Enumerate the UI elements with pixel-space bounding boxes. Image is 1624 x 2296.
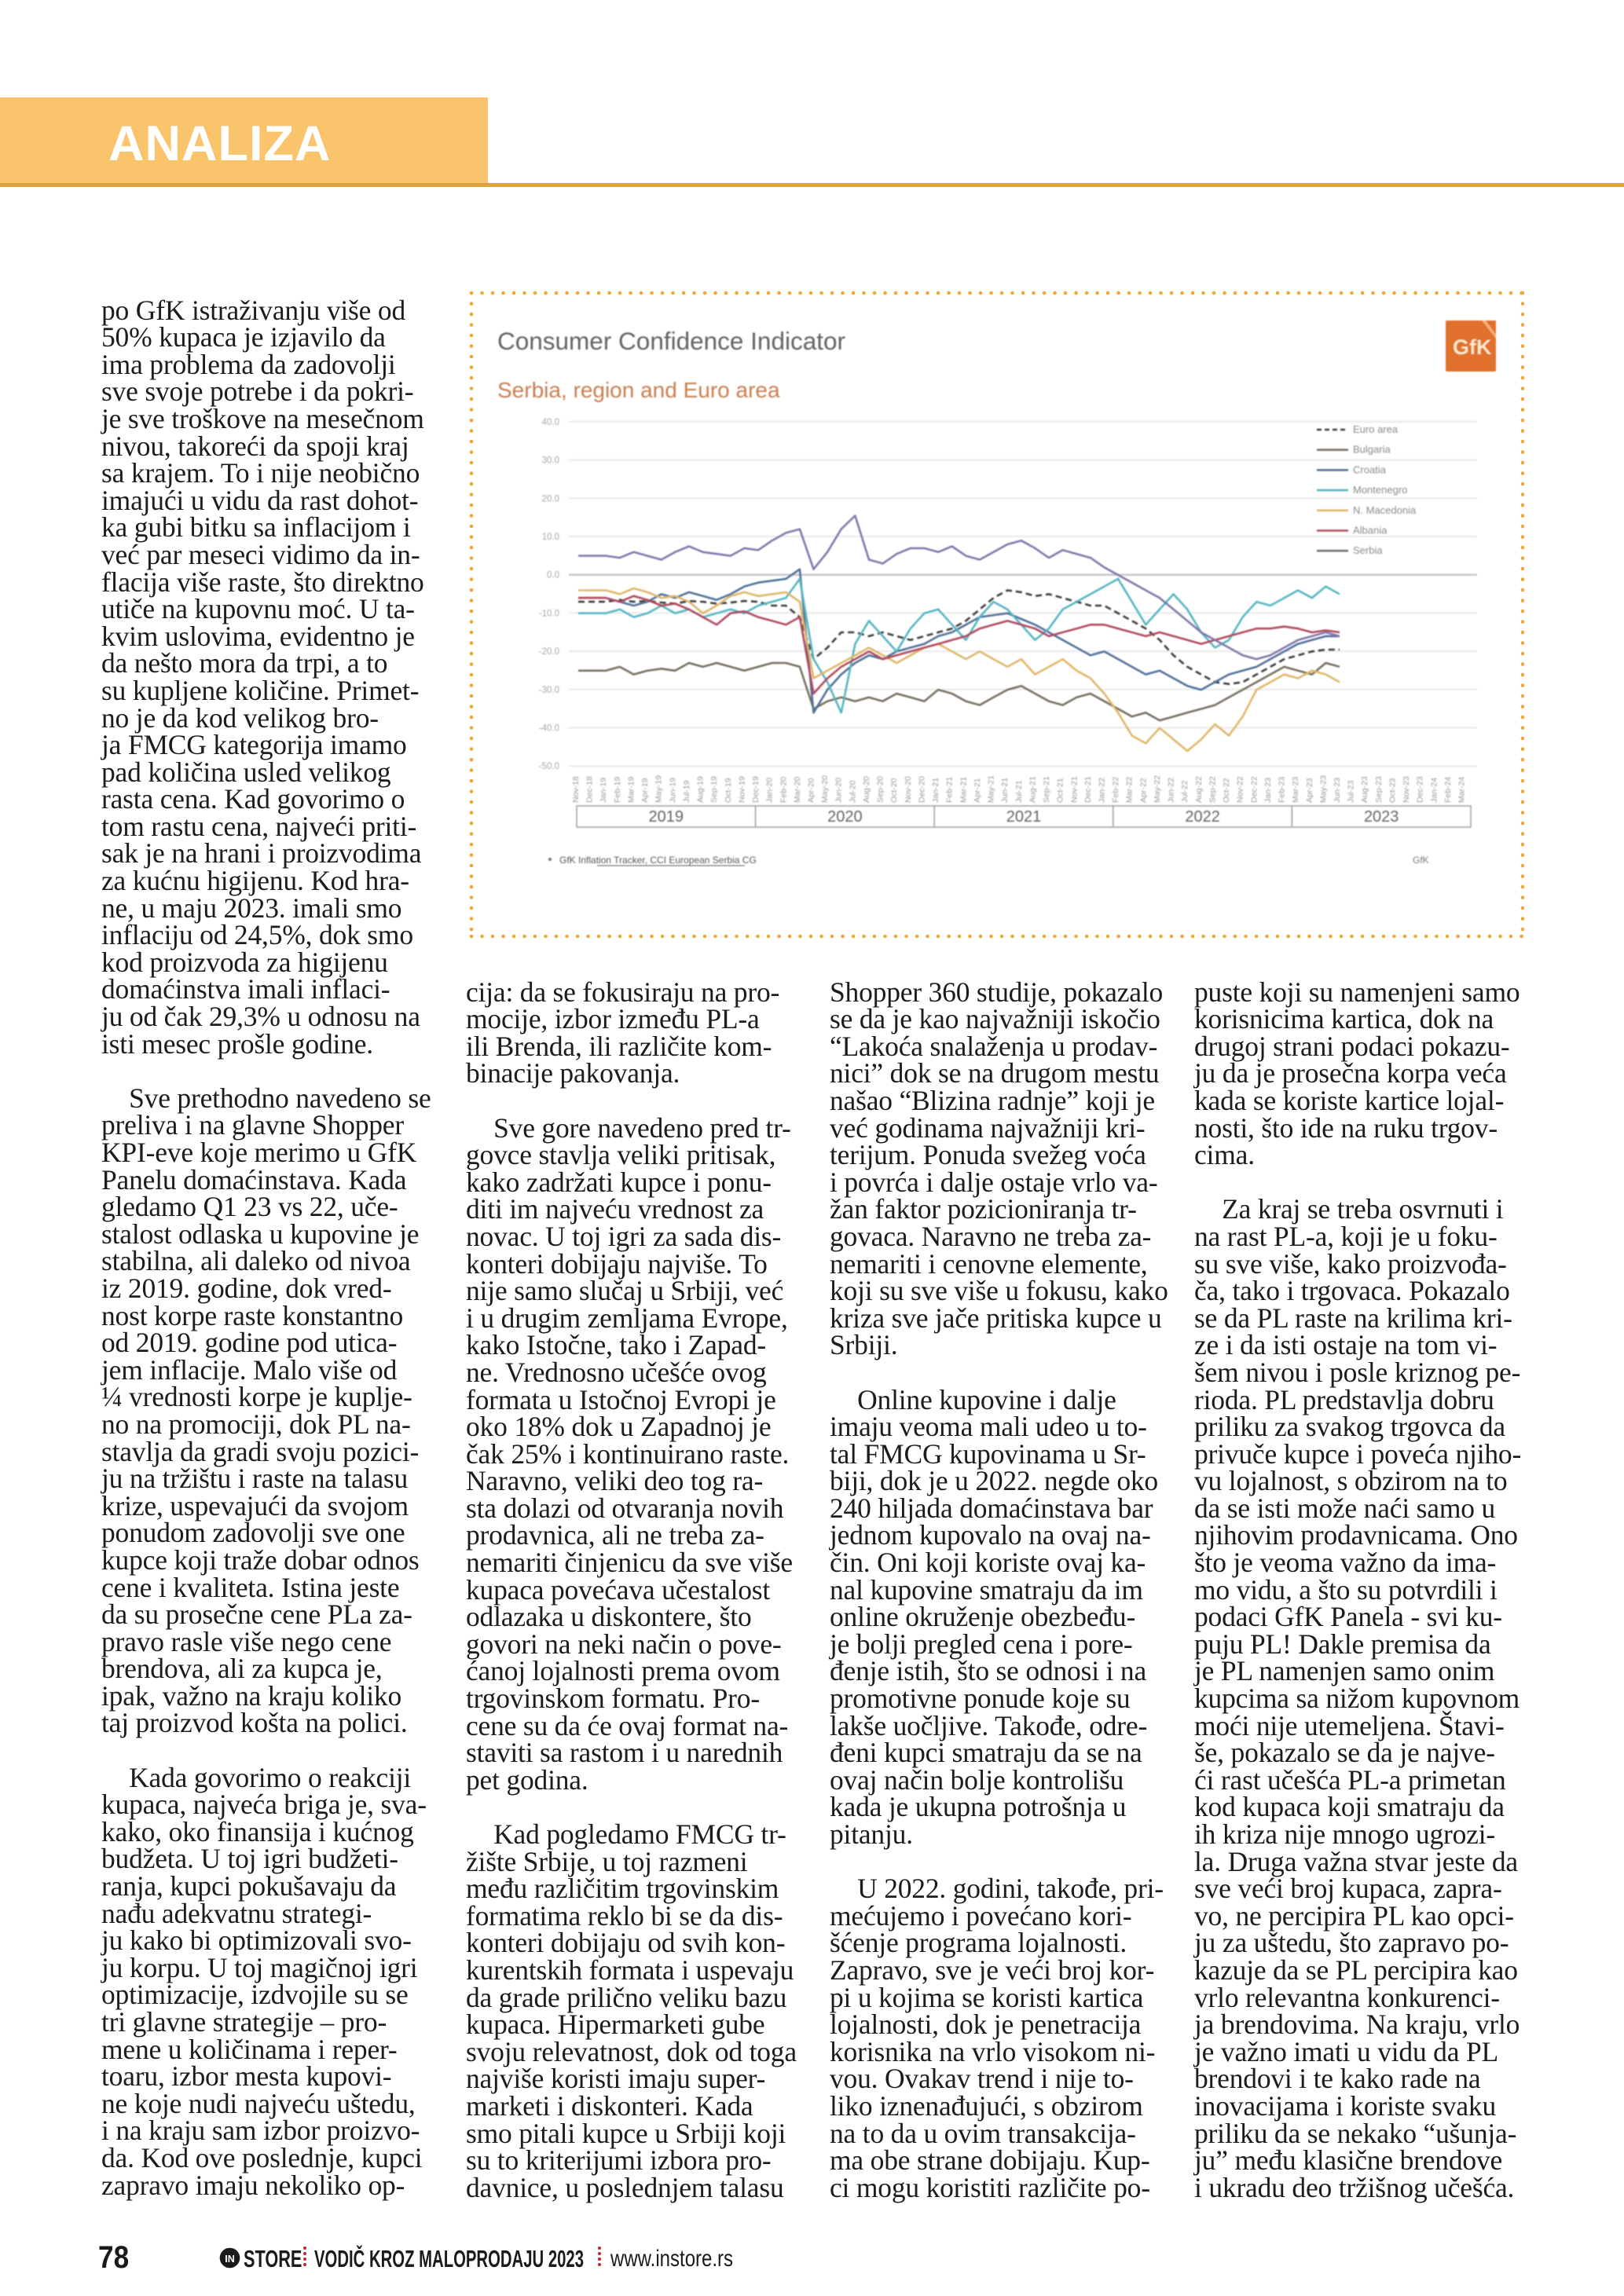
svg-text:Euro area: Euro area xyxy=(1353,423,1399,435)
svg-text:Apr-21: Apr-21 xyxy=(973,778,982,803)
svg-text:Jul-20: Jul-20 xyxy=(848,780,857,803)
svg-text:Oct-19: Oct-19 xyxy=(724,778,733,803)
svg-text:Jan-19: Jan-19 xyxy=(599,778,608,803)
svg-text:Oct-23: Oct-23 xyxy=(1388,778,1398,803)
svg-text:Dec-22: Dec-22 xyxy=(1249,776,1259,803)
svg-text:2023: 2023 xyxy=(1364,808,1399,826)
svg-text:Sep-22: Sep-22 xyxy=(1208,776,1217,803)
svg-text:Dec-23: Dec-23 xyxy=(1416,776,1425,803)
svg-text:2021: 2021 xyxy=(1006,808,1042,826)
svg-text:Apr-23: Apr-23 xyxy=(1305,778,1314,803)
svg-text:Bulgaria: Bulgaria xyxy=(1353,444,1391,456)
svg-text:Jul-22: Jul-22 xyxy=(1180,780,1190,803)
svg-text:Mar-22: Mar-22 xyxy=(1125,777,1135,803)
svg-text:Feb-22: Feb-22 xyxy=(1111,777,1120,803)
svg-text:Consumer Confidence Indicator: Consumer Confidence Indicator xyxy=(497,327,845,355)
svg-text:Sep-20: Sep-20 xyxy=(876,776,885,803)
svg-text:2019: 2019 xyxy=(649,808,684,826)
svg-text:Jun-21: Jun-21 xyxy=(1000,778,1010,803)
svg-text:Mar-21: Mar-21 xyxy=(959,777,968,803)
svg-text:30.0: 30.0 xyxy=(542,456,559,466)
svg-text:Serbia: Serbia xyxy=(1353,544,1383,556)
svg-text:Serbia, region and Euro area: Serbia, region and Euro area xyxy=(497,378,780,402)
svg-text:Dec-21: Dec-21 xyxy=(1083,776,1093,803)
svg-text:Jul-21: Jul-21 xyxy=(1014,780,1024,803)
svg-text:-40.0: -40.0 xyxy=(539,724,559,734)
svg-text:Feb-23: Feb-23 xyxy=(1278,777,1287,803)
svg-text:Nov-22: Nov-22 xyxy=(1236,776,1245,803)
svg-text:Dec-19: Dec-19 xyxy=(751,776,761,803)
svg-text:Sep-23: Sep-23 xyxy=(1374,776,1384,803)
svg-text:GfK: GfK xyxy=(1413,855,1429,866)
svg-text:Sep-19: Sep-19 xyxy=(709,776,719,803)
svg-text:Montenegro: Montenegro xyxy=(1353,484,1407,496)
svg-text:Jan-21: Jan-21 xyxy=(931,778,940,803)
svg-text:Jun-23: Jun-23 xyxy=(1333,778,1342,803)
svg-text:Aug-21: Aug-21 xyxy=(1028,776,1037,803)
svg-text:May-21: May-21 xyxy=(987,775,996,803)
svg-text:Dec-18: Dec-18 xyxy=(585,776,595,803)
svg-text:Jun-20: Jun-20 xyxy=(834,778,844,803)
svg-text:Aug-22: Aug-22 xyxy=(1194,776,1204,803)
svg-text:Apr-22: Apr-22 xyxy=(1138,778,1148,803)
svg-text:Aug-19: Aug-19 xyxy=(696,776,706,803)
svg-text:N. Macedonia: N. Macedonia xyxy=(1353,504,1417,516)
svg-text:Aug-20: Aug-20 xyxy=(862,776,871,803)
svg-text:-50.0: -50.0 xyxy=(539,762,559,771)
svg-text:-20.0: -20.0 xyxy=(539,647,559,657)
svg-text:2022: 2022 xyxy=(1185,808,1220,826)
svg-text:20.0: 20.0 xyxy=(542,494,559,504)
svg-text:Jul-23: Jul-23 xyxy=(1347,780,1356,803)
svg-text:Nov-21: Nov-21 xyxy=(1069,776,1079,803)
svg-text:Oct-22: Oct-22 xyxy=(1222,778,1231,803)
svg-text:Nov-23: Nov-23 xyxy=(1402,776,1411,803)
svg-text:Apr-20: Apr-20 xyxy=(807,778,816,803)
svg-text:Feb-20: Feb-20 xyxy=(779,777,788,803)
svg-text:Croatia: Croatia xyxy=(1353,463,1387,475)
svg-text:Jun-22: Jun-22 xyxy=(1167,778,1176,803)
svg-text:Jan-22: Jan-22 xyxy=(1098,778,1107,803)
svg-text:May-20: May-20 xyxy=(820,775,830,803)
svg-text:Nov-19: Nov-19 xyxy=(737,776,746,803)
svg-text:Apr-19: Apr-19 xyxy=(640,778,650,803)
svg-text:Mar-23: Mar-23 xyxy=(1291,777,1300,803)
svg-text:Jun-19: Jun-19 xyxy=(668,778,677,803)
svg-text:Jan-24: Jan-24 xyxy=(1429,778,1439,803)
svg-text:Albania: Albania xyxy=(1353,525,1388,536)
svg-text:IN: IN xyxy=(225,2254,235,2265)
svg-text:Sep-21: Sep-21 xyxy=(1042,776,1051,803)
svg-text:GfK: GfK xyxy=(1453,335,1492,359)
svg-text:Oct-20: Oct-20 xyxy=(889,778,899,803)
svg-text:Feb-21: Feb-21 xyxy=(945,777,955,803)
svg-text:Mar-24: Mar-24 xyxy=(1457,777,1467,803)
svg-text:Dec-20: Dec-20 xyxy=(918,776,927,803)
svg-text:GfK Inflation Tracker, CCI Eur: GfK Inflation Tracker, CCI European Serb… xyxy=(559,855,757,866)
svg-text:Nov-20: Nov-20 xyxy=(904,776,913,803)
svg-text:Mar-20: Mar-20 xyxy=(793,777,802,803)
svg-text:May-22: May-22 xyxy=(1153,775,1162,803)
svg-text:10.0: 10.0 xyxy=(542,533,559,542)
svg-text:2020: 2020 xyxy=(827,808,863,826)
svg-text:May-19: May-19 xyxy=(654,775,664,803)
svg-text:-10.0: -10.0 xyxy=(539,609,559,618)
svg-text:40.0: 40.0 xyxy=(542,418,559,427)
svg-text:Feb-24: Feb-24 xyxy=(1443,777,1453,803)
svg-text:Mar-19: Mar-19 xyxy=(627,777,636,803)
svg-text:Nov-18: Nov-18 xyxy=(571,776,581,803)
svg-text:May-23: May-23 xyxy=(1318,775,1328,803)
svg-text:Jan-23: Jan-23 xyxy=(1263,778,1273,803)
svg-text:Aug-23: Aug-23 xyxy=(1360,776,1369,803)
svg-text:-30.0: -30.0 xyxy=(539,686,559,695)
svg-text:Oct-21: Oct-21 xyxy=(1056,778,1065,803)
svg-text:Jan-20: Jan-20 xyxy=(765,778,775,803)
svg-text:Jul-19: Jul-19 xyxy=(682,780,691,803)
svg-text:Feb-19: Feb-19 xyxy=(613,777,622,803)
svg-text:0.0: 0.0 xyxy=(547,571,559,580)
